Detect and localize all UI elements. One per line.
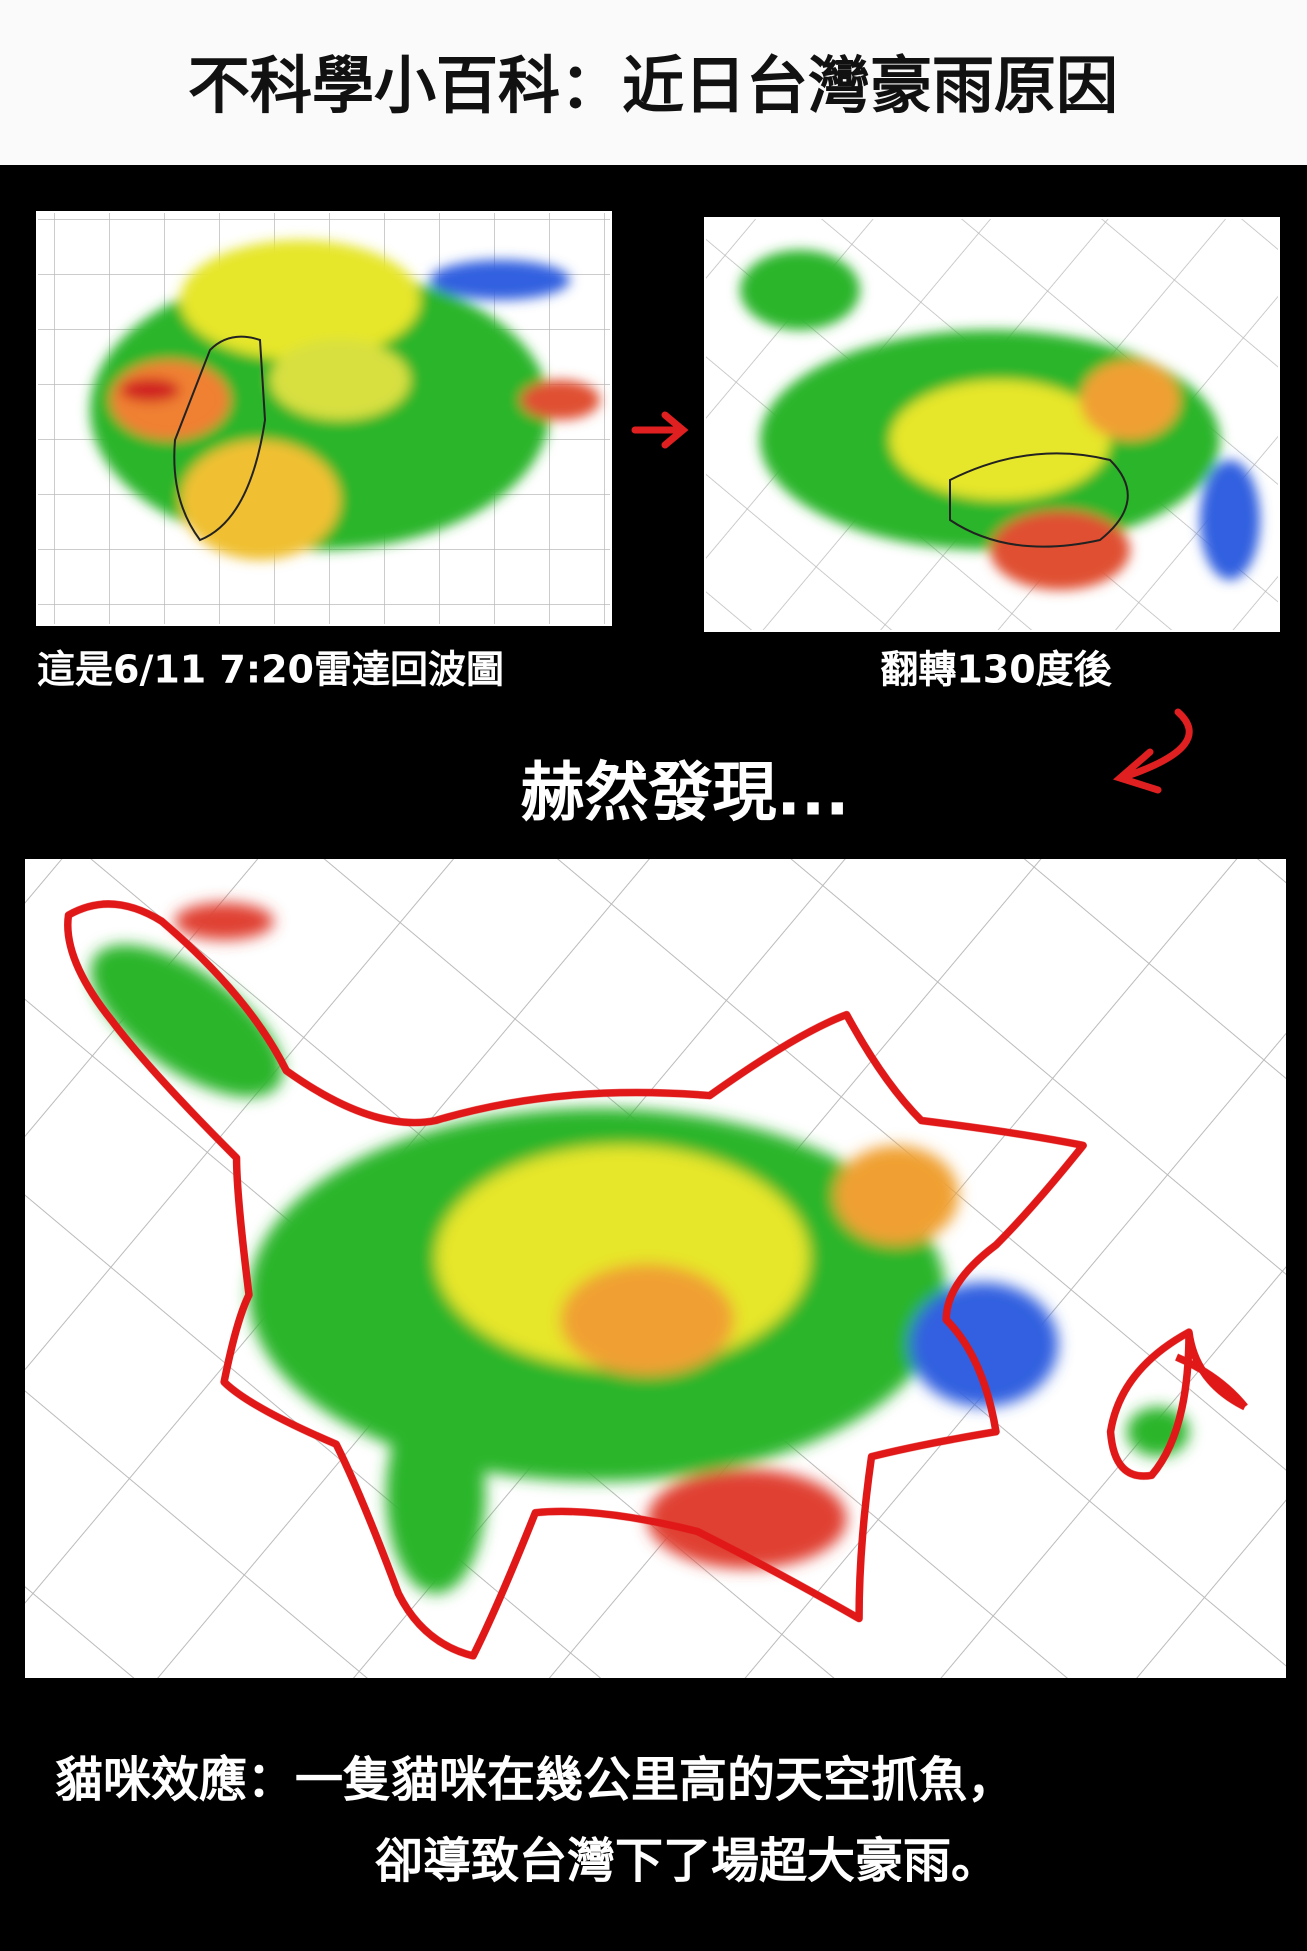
heading: 赫然發現... <box>521 757 850 831</box>
radar-image-rotated <box>705 218 1279 631</box>
arrow <box>631 411 689 449</box>
title-band <box>0 0 1307 165</box>
title: 不科學小百科：近日台灣豪雨原因 <box>188 49 1118 122</box>
footer-line: 貓咪效應：一隻貓咪在幾公里高的天空抓魚， <box>55 1752 1015 1808</box>
caption: 這是6/11 7:20雷達回波圖 <box>37 648 504 692</box>
footer-line: 卻導致台灣下了場超大豪雨。 <box>375 1833 999 1889</box>
caption: 翻轉130度後 <box>880 648 1112 692</box>
radar-image-original <box>37 212 611 625</box>
radar-image-cat <box>25 859 1286 1678</box>
curved-arrow <box>1112 708 1193 794</box>
